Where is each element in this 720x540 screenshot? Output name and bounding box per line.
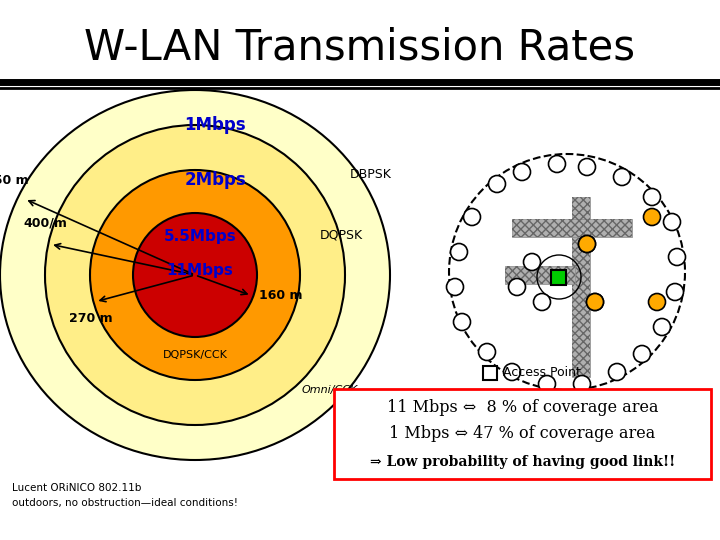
Text: Lucent ORiNICO 802.11b: Lucent ORiNICO 802.11b [12, 483, 141, 493]
Bar [0, 0, 720, 85]
Bar [512, 219, 632, 237]
Circle shape [654, 319, 670, 335]
Circle shape [446, 279, 464, 295]
Circle shape [644, 208, 660, 226]
Text: Omni/CCK: Omni/CCK [302, 385, 358, 395]
Text: 160 m: 160 m [259, 289, 303, 302]
Circle shape [523, 253, 541, 271]
Bar [483, 411, 505, 420]
Circle shape [90, 170, 300, 380]
Text: 5.5Mbps: 5.5Mbps [163, 230, 236, 245]
Circle shape [479, 343, 495, 361]
Circle shape [578, 235, 595, 253]
Text: outdoors, no obstruction—ideal conditions!: outdoors, no obstruction—ideal condition… [12, 498, 238, 508]
Text: 1Mbps: 1Mbps [184, 116, 246, 134]
Circle shape [488, 176, 505, 192]
Bar [572, 197, 590, 377]
Text: 2Mbps: 2Mbps [184, 171, 246, 189]
Text: DBPSK: DBPSK [350, 168, 392, 181]
Text: 11 Mbps ⇔  8 % of coverage area: 11 Mbps ⇔ 8 % of coverage area [387, 400, 658, 416]
Circle shape [649, 294, 665, 310]
Circle shape [45, 125, 345, 425]
Circle shape [483, 390, 497, 404]
Circle shape [644, 188, 660, 206]
Text: DQPSK: DQPSK [320, 228, 363, 241]
Text: DQPSK/CCK: DQPSK/CCK [163, 350, 228, 360]
Text: 400/m: 400/m [23, 216, 67, 229]
Circle shape [578, 159, 595, 176]
Circle shape [578, 235, 595, 253]
Circle shape [587, 294, 603, 310]
Circle shape [574, 375, 590, 393]
Text: W-LAN Transmission Rates: W-LAN Transmission Rates [84, 26, 636, 68]
Circle shape [503, 363, 521, 381]
Circle shape [539, 375, 556, 393]
Ellipse shape [0, 90, 390, 460]
Bar [505, 266, 575, 284]
Text: Mobile Node: Mobile Node [503, 390, 581, 403]
Circle shape [668, 248, 685, 266]
Circle shape [664, 213, 680, 231]
Circle shape [667, 284, 683, 300]
Circle shape [534, 294, 551, 310]
Circle shape [634, 346, 650, 362]
Text: Access Point: Access Point [503, 367, 581, 380]
Circle shape [464, 208, 480, 226]
Circle shape [608, 363, 626, 381]
Circle shape [549, 156, 565, 172]
Bar [483, 366, 497, 380]
Circle shape [587, 294, 603, 310]
Text: 270 m: 270 m [68, 312, 112, 325]
Text: 550 m: 550 m [0, 174, 28, 187]
Circle shape [451, 244, 467, 260]
Text: ⇒ Low probability of having good link!!: ⇒ Low probability of having good link!! [370, 455, 675, 469]
Bar [505, 266, 575, 284]
Bar [483, 411, 505, 420]
Text: 1 Mbps ⇔ 47 % of coverage area: 1 Mbps ⇔ 47 % of coverage area [390, 426, 656, 442]
Text: 11Mbps: 11Mbps [166, 262, 233, 278]
Circle shape [454, 314, 470, 330]
Circle shape [508, 279, 526, 295]
Circle shape [613, 168, 631, 186]
Circle shape [449, 154, 685, 390]
FancyBboxPatch shape [334, 389, 711, 479]
Bar [572, 197, 590, 377]
Circle shape [133, 213, 257, 337]
Bar [551, 270, 566, 285]
Circle shape [513, 164, 531, 180]
Bar [512, 219, 632, 237]
Text: Obstacle: Obstacle [510, 409, 565, 422]
